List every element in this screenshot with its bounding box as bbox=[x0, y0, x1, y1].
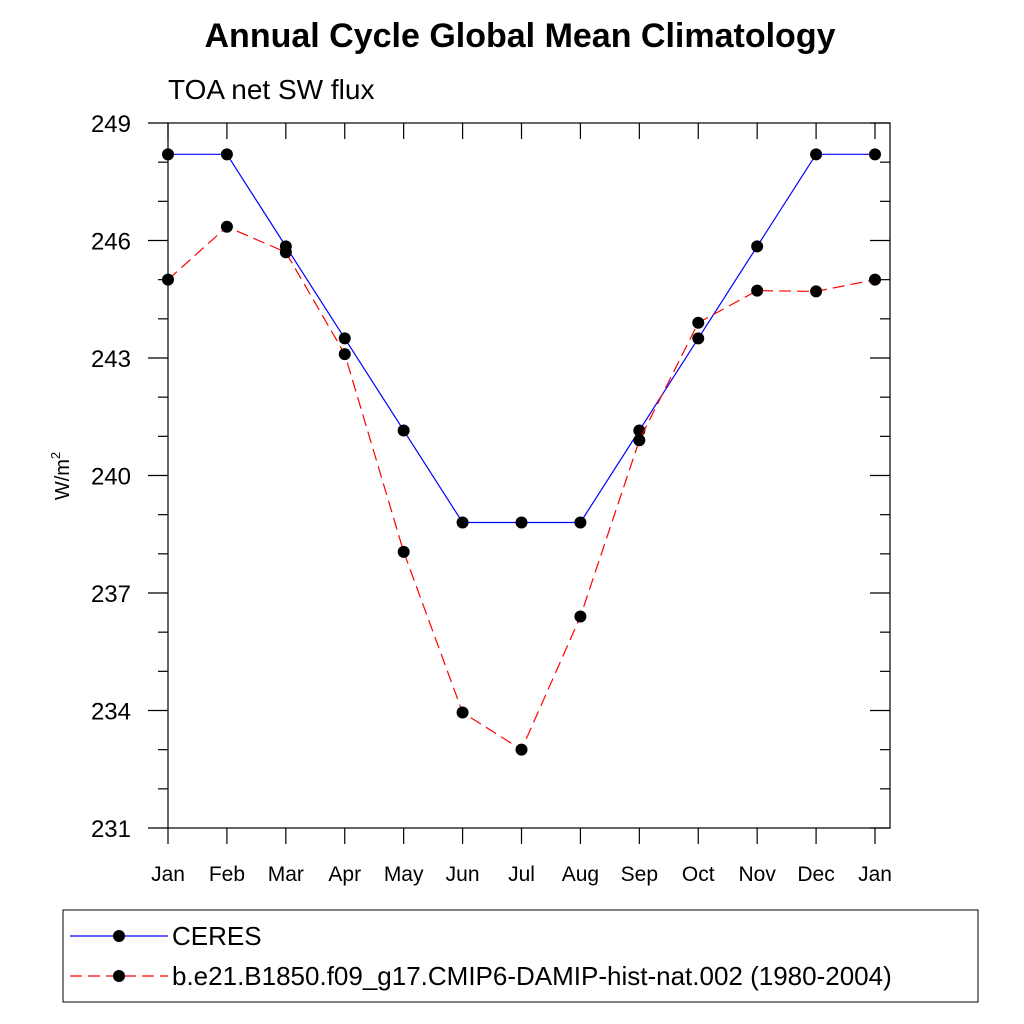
plot-border bbox=[167, 122, 891, 829]
series-0-point bbox=[692, 332, 705, 345]
chart-title: Annual Cycle Global Mean Climatology bbox=[205, 17, 836, 55]
series-0-point bbox=[338, 332, 351, 345]
x-tick-label: Feb bbox=[209, 863, 245, 886]
y-tick-label: 237 bbox=[91, 581, 131, 608]
series-1-point bbox=[220, 220, 233, 233]
series-line-0 bbox=[168, 153, 875, 524]
legend-marker-ceres bbox=[113, 930, 125, 942]
series-1-point bbox=[574, 610, 587, 623]
y-tick-label: 249 bbox=[91, 111, 131, 138]
x-tick-label: Dec bbox=[797, 863, 834, 886]
x-tick-label: May bbox=[384, 863, 424, 886]
series-1-point bbox=[692, 316, 705, 329]
x-tick-label: Mar bbox=[268, 863, 304, 886]
legend-box bbox=[62, 909, 979, 1003]
series-1-point bbox=[279, 246, 292, 259]
series-0-point bbox=[869, 148, 881, 161]
x-axis: Jan Feb Mar Apr May Jun Jul Aug Sep Oct Nov Dec Jan bbox=[151, 123, 892, 886]
x-tick-label: Oct bbox=[682, 863, 715, 886]
y-axis-label: W/m2 bbox=[48, 452, 74, 500]
legend: CERES b.e21.B1850.f09_g17.CMIP6-DAMIP-hi… bbox=[62, 909, 979, 1003]
series-1-point bbox=[515, 743, 528, 756]
series-1-point bbox=[397, 545, 410, 558]
series-0-point bbox=[456, 516, 469, 529]
series-1-point bbox=[338, 348, 351, 361]
x-tick-label: Apr bbox=[328, 863, 361, 886]
series-1-point bbox=[810, 285, 823, 298]
series-0-point bbox=[810, 148, 823, 161]
legend-label-ceres: CERES bbox=[172, 921, 262, 951]
series-0-point bbox=[515, 516, 528, 529]
x-tick-label: Jun bbox=[446, 863, 480, 886]
chart-subtitle: TOA net SW flux bbox=[168, 74, 374, 105]
y-tick-label: 234 bbox=[91, 699, 131, 726]
series-0-point bbox=[397, 424, 410, 437]
series-1-point bbox=[162, 273, 174, 286]
series-layer bbox=[162, 148, 881, 756]
series-0-point bbox=[220, 148, 233, 161]
x-tick-label: Jan bbox=[858, 863, 892, 886]
series-line-1 bbox=[167, 226, 876, 751]
legend-marker-model bbox=[113, 970, 125, 982]
y-tick-label: 231 bbox=[91, 816, 131, 843]
series-1-point bbox=[869, 273, 881, 286]
series-0-point bbox=[162, 148, 174, 161]
series-0-point bbox=[751, 240, 764, 253]
legend-label-model: b.e21.B1850.f09_g17.CMIP6-DAMIP-hist-nat… bbox=[172, 961, 892, 991]
x-tick-label: Aug bbox=[562, 863, 599, 886]
plot-frame bbox=[167, 122, 891, 829]
y-tick-label: 240 bbox=[91, 464, 131, 491]
y-axis: 231 234 237 240 243 246 249 bbox=[91, 111, 890, 843]
x-tick-label: Jan bbox=[151, 863, 185, 886]
series-1-point bbox=[751, 284, 764, 297]
y-tick-label: 243 bbox=[91, 346, 131, 373]
series-1-point bbox=[456, 706, 469, 719]
x-tick-label: Nov bbox=[738, 863, 776, 886]
y-axis-label-superscript: 2 bbox=[48, 452, 63, 459]
x-tick-label: Sep bbox=[621, 863, 658, 886]
y-tick-label: 246 bbox=[91, 229, 131, 256]
x-tick-label: Jul bbox=[508, 863, 535, 886]
series-0-point bbox=[574, 516, 587, 529]
series-1-point bbox=[633, 434, 646, 447]
y-axis-label-text: W/m bbox=[52, 459, 74, 500]
